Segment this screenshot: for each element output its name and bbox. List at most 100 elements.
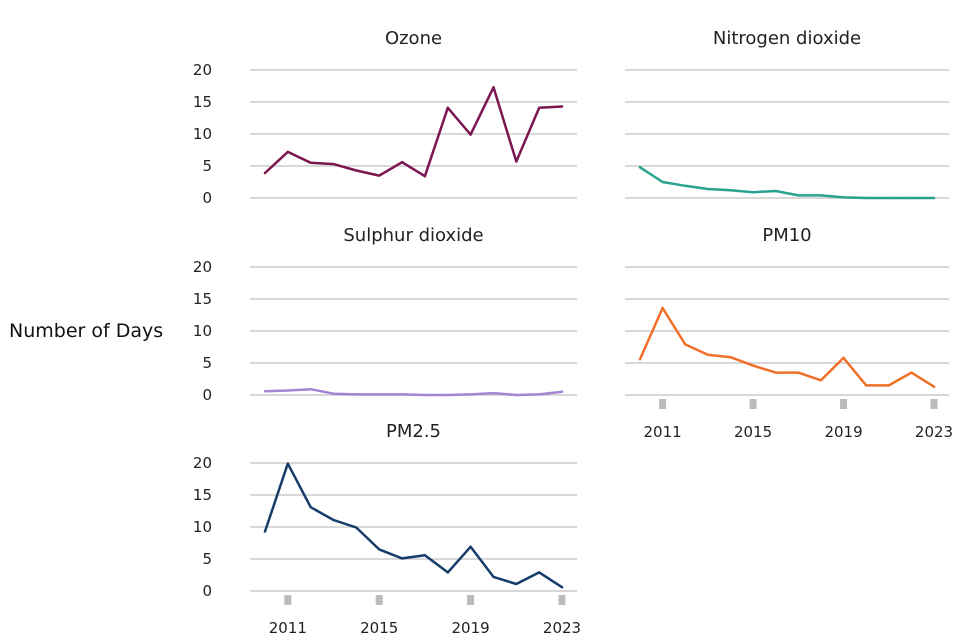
panel-ozone: Ozone 0 5 10 15 20 bbox=[193, 28, 577, 207]
data-point bbox=[932, 385, 936, 388]
data-point bbox=[684, 184, 687, 188]
data-point bbox=[842, 356, 845, 360]
data-point bbox=[537, 106, 541, 109]
data-point bbox=[286, 462, 290, 465]
x-tick-mark bbox=[284, 595, 292, 605]
series-line-sulphur-dioxide bbox=[263, 387, 564, 397]
y-tick-label: 20 bbox=[193, 258, 212, 276]
y-tick-label: 15 bbox=[193, 93, 212, 111]
x-tick-mark bbox=[558, 595, 566, 605]
data-point bbox=[309, 161, 312, 164]
data-point bbox=[751, 364, 755, 367]
data-point bbox=[661, 306, 664, 310]
data-point bbox=[515, 160, 518, 163]
data-point bbox=[355, 169, 358, 172]
data-point bbox=[378, 393, 381, 396]
data-point bbox=[560, 390, 564, 393]
data-point bbox=[332, 518, 335, 522]
y-tick-label: 0 bbox=[202, 189, 212, 207]
y-tick-label: 20 bbox=[193, 61, 212, 79]
x-tick-mark bbox=[749, 399, 757, 409]
x-tick-mark bbox=[840, 399, 848, 409]
data-point bbox=[560, 105, 564, 108]
data-point bbox=[446, 571, 449, 574]
data-point bbox=[423, 553, 427, 557]
data-point bbox=[638, 166, 642, 169]
data-point bbox=[263, 530, 267, 533]
data-point bbox=[638, 357, 642, 361]
y-tick-label: 20 bbox=[193, 454, 212, 472]
data-point bbox=[400, 557, 404, 560]
data-point bbox=[400, 393, 404, 396]
data-point bbox=[400, 160, 404, 164]
series-line-nitrogen-dioxide bbox=[638, 166, 936, 200]
data-point bbox=[263, 389, 267, 393]
series-line-ozone bbox=[263, 86, 564, 178]
y-tick-label: 10 bbox=[193, 322, 212, 340]
data-point bbox=[729, 356, 732, 359]
data-point bbox=[332, 162, 335, 166]
data-point bbox=[378, 548, 381, 551]
data-point bbox=[263, 171, 267, 175]
data-point bbox=[684, 343, 687, 346]
data-point bbox=[797, 194, 800, 197]
data-point bbox=[751, 191, 755, 194]
y-tick-label: 0 bbox=[202, 386, 212, 404]
panel-title: Ozone bbox=[385, 28, 442, 49]
data-point bbox=[469, 545, 472, 549]
data-point bbox=[864, 384, 868, 387]
data-point bbox=[469, 393, 472, 396]
x-tick-label: 2019 bbox=[824, 423, 862, 441]
x-tick-label: 2015 bbox=[360, 619, 398, 637]
data-point bbox=[537, 393, 541, 396]
panel-title: Sulphur dioxide bbox=[343, 225, 483, 246]
data-point bbox=[423, 393, 427, 397]
panel-pm10: PM10 2011 2015 2019 2023 bbox=[625, 225, 953, 441]
x-tick-mark bbox=[659, 399, 667, 409]
data-point bbox=[309, 505, 312, 509]
data-point bbox=[842, 196, 845, 199]
y-tick-label: 10 bbox=[193, 518, 212, 536]
y-axis-label: Number of Days bbox=[9, 320, 163, 342]
data-point bbox=[797, 371, 800, 374]
x-tick-mark bbox=[930, 399, 938, 409]
data-point bbox=[446, 393, 449, 397]
data-point bbox=[286, 150, 290, 154]
series-line-pm2-5 bbox=[263, 462, 564, 589]
y-tick-label: 5 bbox=[202, 354, 212, 372]
data-point bbox=[355, 526, 358, 529]
x-tick-label: 2011 bbox=[269, 619, 307, 637]
data-point bbox=[774, 189, 777, 193]
data-point bbox=[774, 371, 777, 374]
panel-nitrogen-dioxide: Nitrogen dioxide bbox=[625, 28, 949, 200]
data-point bbox=[423, 175, 427, 178]
data-point bbox=[819, 194, 823, 197]
data-point bbox=[492, 391, 495, 395]
data-point bbox=[932, 196, 936, 200]
data-point bbox=[515, 582, 518, 586]
data-point bbox=[560, 585, 564, 589]
panel-title: Nitrogen dioxide bbox=[713, 28, 861, 49]
y-tick-label: 0 bbox=[202, 582, 212, 600]
data-point bbox=[446, 106, 449, 109]
panel-title: PM10 bbox=[762, 225, 811, 246]
y-tick-label: 5 bbox=[202, 157, 212, 175]
x-tick-label: 2023 bbox=[915, 423, 953, 441]
data-point bbox=[661, 180, 664, 184]
data-point bbox=[910, 371, 913, 374]
x-tick-mark bbox=[467, 595, 475, 605]
x-tick-label: 2023 bbox=[543, 619, 581, 637]
x-tick-mark bbox=[375, 595, 383, 605]
data-point bbox=[887, 196, 890, 200]
data-point bbox=[819, 379, 823, 382]
y-tick-label: 15 bbox=[193, 290, 212, 308]
x-tick-label: 2019 bbox=[452, 619, 490, 637]
series-line-pm10 bbox=[638, 306, 936, 388]
data-point bbox=[355, 393, 358, 396]
data-point bbox=[492, 575, 495, 579]
data-point bbox=[515, 393, 518, 397]
data-point bbox=[910, 196, 913, 200]
x-tick-label: 2011 bbox=[644, 423, 682, 441]
data-point bbox=[492, 86, 495, 89]
y-tick-label: 10 bbox=[193, 125, 212, 143]
